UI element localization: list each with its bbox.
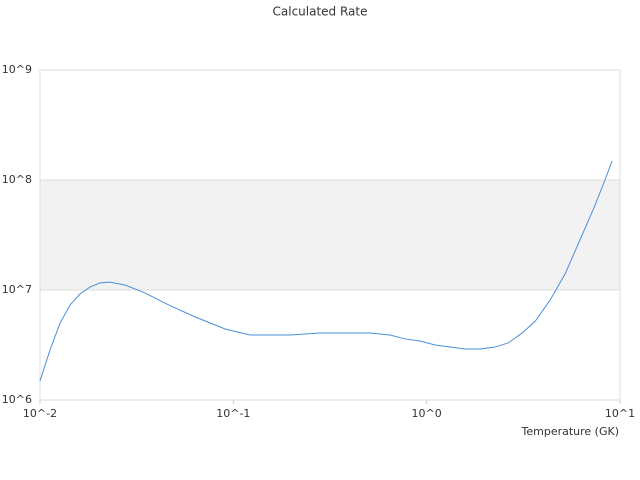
x-tick-label: 10^-2 (23, 407, 57, 420)
grid-band (40, 180, 620, 290)
chart-title: Calculated Rate (273, 5, 368, 19)
y-tick-label: 10^9 (2, 63, 32, 76)
y-tick-label: 10^6 (2, 393, 32, 406)
y-tick-label: 10^7 (2, 283, 32, 296)
y-tick-label: 10^8 (2, 173, 32, 186)
x-tick-label: 10^0 (412, 407, 442, 420)
x-tick-label: 10^-1 (216, 407, 250, 420)
x-tick-label: 10^1 (605, 407, 635, 420)
x-axis-label: Temperature (GK) (521, 425, 620, 438)
data-line (39, 160, 613, 382)
plot-border (39, 69, 621, 401)
